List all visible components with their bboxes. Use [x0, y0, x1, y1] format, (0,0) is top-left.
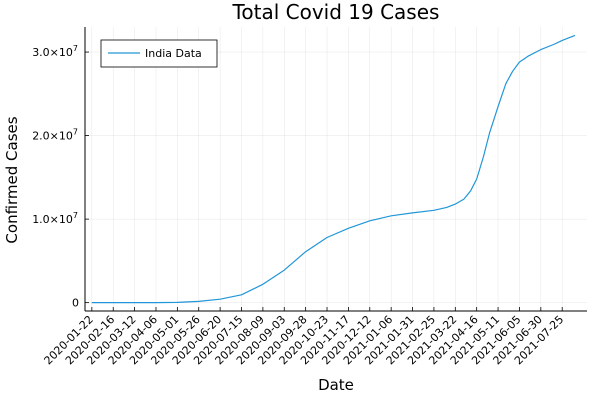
y-tick-labels: 0 1.0×107 2.0×107 3.0×107: [32, 44, 79, 310]
y-tick-label: 3.0×107: [32, 44, 78, 59]
x-tick-labels: 2020-01-222020-02-162020-03-122020-04-06…: [42, 313, 567, 367]
series-line-india-data: [91, 34, 576, 304]
y-tick-label: 1.0×107: [32, 211, 78, 226]
legend: India Data: [100, 39, 218, 68]
series-lines: [91, 34, 576, 304]
chart-title: Total Covid 19 Cases: [232, 0, 440, 24]
y-tick-label: 2.0×107: [32, 128, 78, 143]
y-axis-label: Confirmed Cases: [3, 116, 21, 243]
axes: [84, 27, 587, 312]
y-tick-label: 0: [72, 297, 79, 310]
legend-label-india-data: India Data: [145, 47, 202, 60]
grid-lines: [85, 27, 587, 311]
x-axis-label: Date: [318, 376, 354, 394]
